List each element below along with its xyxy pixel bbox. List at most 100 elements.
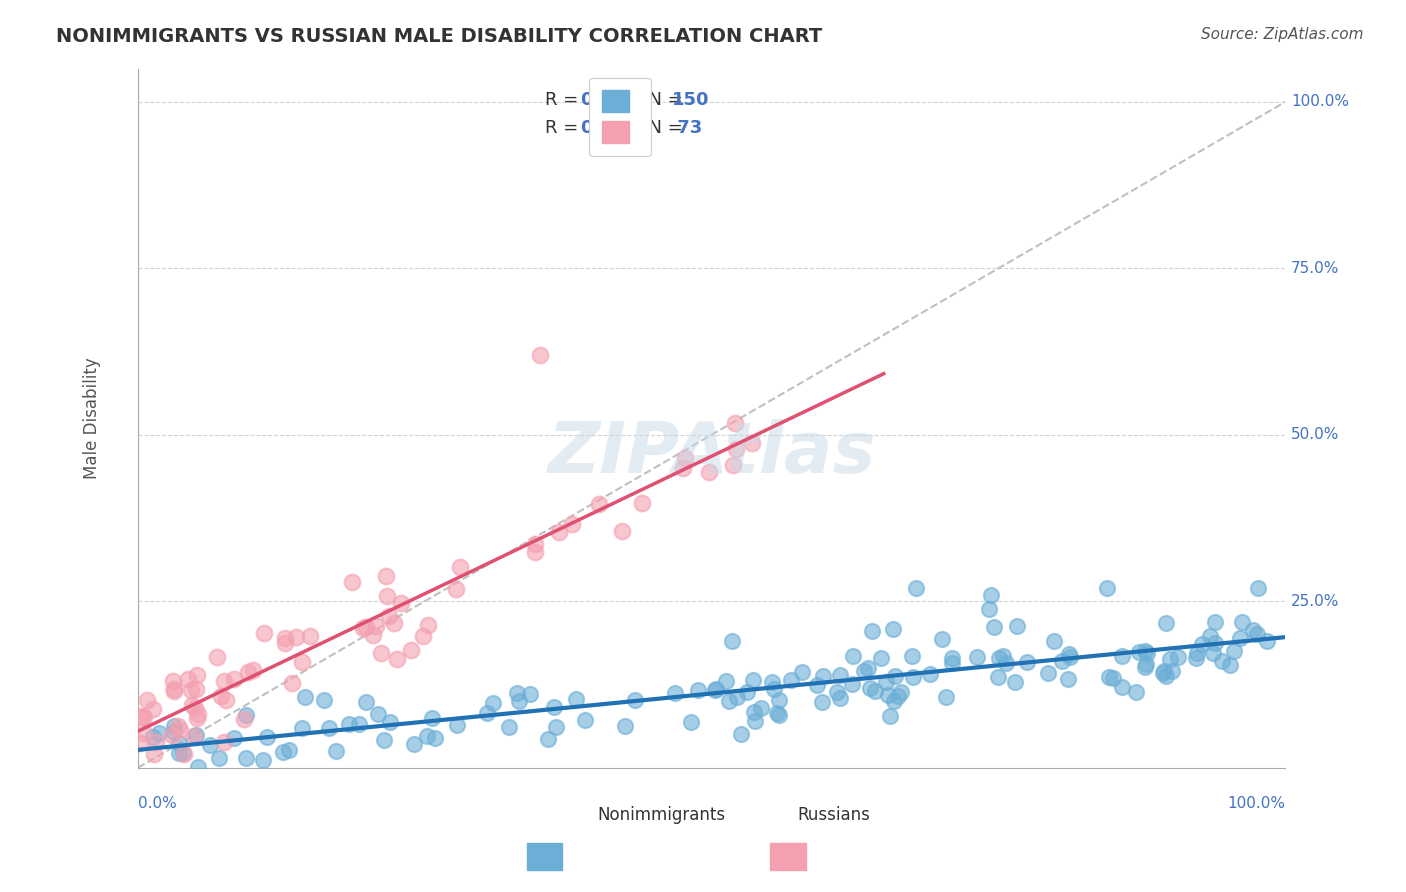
Point	[256, 730, 278, 744]
Point	[184, 701, 207, 715]
Point	[1056, 672, 1078, 686]
Point	[762, 682, 785, 697]
Point	[1004, 675, 1026, 690]
Point	[741, 436, 763, 450]
Point	[994, 656, 1017, 670]
Point	[347, 716, 370, 731]
Point	[806, 678, 828, 692]
Point	[422, 711, 444, 725]
Point	[886, 690, 908, 704]
Point	[1256, 634, 1278, 648]
Point	[352, 621, 374, 635]
Point	[1211, 655, 1233, 669]
Text: Russians: Russians	[797, 806, 870, 824]
Point	[987, 670, 1010, 684]
Point	[574, 713, 596, 727]
Point	[869, 651, 891, 665]
Point	[425, 731, 447, 745]
Text: N =: N =	[637, 91, 689, 109]
Point	[1191, 637, 1213, 651]
Point	[232, 712, 254, 726]
Point	[737, 685, 759, 699]
Point	[167, 735, 190, 749]
Point	[375, 589, 398, 603]
Point	[187, 706, 209, 721]
Point	[1167, 650, 1189, 665]
Text: 0.601: 0.601	[579, 91, 637, 109]
Point	[134, 725, 156, 739]
Point	[209, 689, 232, 703]
Point	[186, 682, 208, 697]
Text: 0.629: 0.629	[579, 119, 637, 137]
Text: NONIMMIGRANTS VS RUSSIAN MALE DISABILITY CORRELATION CHART: NONIMMIGRANTS VS RUSSIAN MALE DISABILITY…	[56, 27, 823, 45]
Point	[128, 708, 150, 723]
Point	[1246, 627, 1268, 641]
Text: 0.0%: 0.0%	[138, 796, 177, 811]
Point	[214, 735, 236, 749]
Point	[299, 629, 322, 643]
Point	[418, 618, 440, 632]
Point	[980, 588, 1002, 602]
Point	[672, 461, 695, 475]
Point	[354, 695, 377, 709]
Point	[291, 722, 314, 736]
Point	[222, 731, 245, 746]
Point	[1135, 660, 1157, 674]
Point	[1229, 631, 1251, 645]
Point	[860, 624, 883, 638]
Point	[1059, 650, 1081, 665]
Text: Male Disability: Male Disability	[83, 357, 101, 479]
Point	[508, 694, 530, 708]
Point	[703, 682, 725, 697]
Text: 25.0%: 25.0%	[1291, 594, 1340, 608]
Point	[235, 751, 257, 765]
Legend: , : ,	[589, 78, 651, 156]
Point	[498, 720, 520, 734]
Point	[366, 619, 388, 633]
Point	[380, 714, 402, 729]
Point	[879, 709, 901, 723]
Point	[724, 416, 747, 430]
Point	[273, 632, 295, 646]
Point	[883, 669, 905, 683]
Point	[1005, 619, 1028, 633]
Point	[337, 716, 360, 731]
Point	[830, 668, 852, 682]
Point	[163, 725, 186, 739]
Point	[1241, 623, 1264, 637]
Point	[186, 711, 208, 725]
Point	[863, 684, 886, 698]
Point	[162, 728, 184, 742]
Point	[543, 700, 565, 714]
Point	[318, 721, 340, 735]
Text: 75.0%: 75.0%	[1291, 260, 1340, 276]
Point	[1101, 672, 1123, 686]
Point	[446, 718, 468, 732]
Point	[1111, 649, 1133, 664]
Point	[765, 706, 787, 720]
Point	[842, 649, 865, 664]
Text: 50.0%: 50.0%	[1291, 427, 1340, 442]
Point	[935, 690, 957, 705]
Point	[187, 760, 209, 774]
Point	[273, 636, 295, 650]
Point	[742, 673, 765, 687]
Point	[623, 692, 645, 706]
Point	[389, 596, 412, 610]
Point	[941, 651, 963, 665]
Point	[236, 665, 259, 679]
Point	[941, 656, 963, 670]
Point	[402, 737, 425, 751]
Point	[1219, 658, 1241, 673]
Point	[631, 496, 654, 510]
Point	[177, 673, 200, 687]
Point	[373, 733, 395, 747]
Point	[858, 681, 880, 696]
Point	[987, 651, 1010, 665]
Point	[1036, 665, 1059, 680]
Point	[1184, 650, 1206, 665]
Point	[920, 667, 942, 681]
Point	[252, 753, 274, 767]
Point	[162, 674, 184, 689]
Point	[537, 731, 560, 746]
